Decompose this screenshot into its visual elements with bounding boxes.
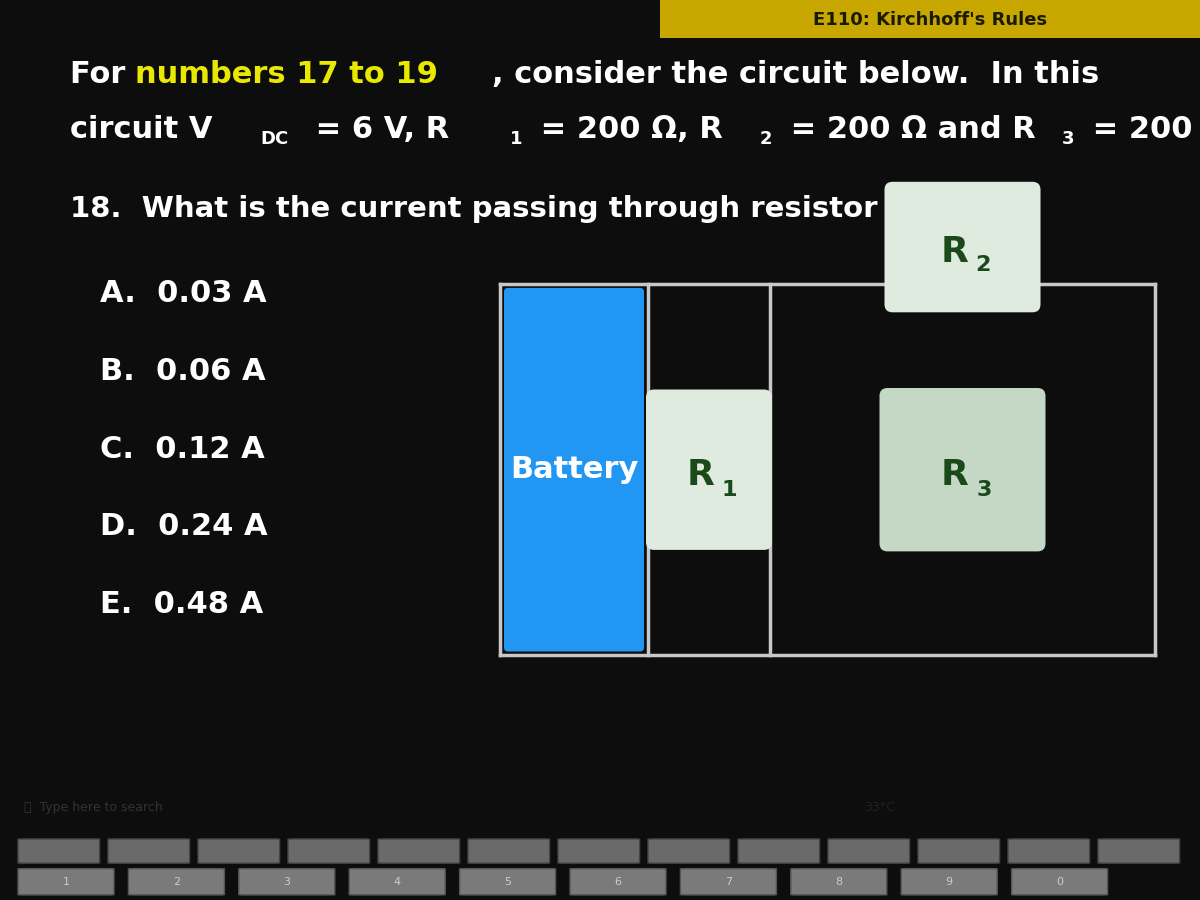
- FancyBboxPatch shape: [680, 868, 776, 895]
- Text: 6: 6: [614, 877, 622, 886]
- FancyBboxPatch shape: [1012, 868, 1108, 895]
- Text: R: R: [941, 235, 968, 269]
- FancyBboxPatch shape: [660, 0, 1200, 38]
- Text: B.  0.06 A: B. 0.06 A: [100, 357, 265, 386]
- Text: C.  0.12 A: C. 0.12 A: [100, 435, 265, 464]
- Text: = 200 Ω, R: = 200 Ω, R: [530, 115, 722, 144]
- Text: 18.  What is the current passing through resistor R: 18. What is the current passing through …: [70, 195, 910, 223]
- FancyBboxPatch shape: [239, 868, 335, 895]
- Text: 3: 3: [283, 877, 290, 886]
- Text: numbers 17 to 19: numbers 17 to 19: [134, 60, 438, 89]
- Text: 2: 2: [760, 130, 773, 148]
- Text: A.  0.03 A: A. 0.03 A: [100, 279, 266, 309]
- FancyBboxPatch shape: [198, 839, 280, 863]
- Text: For: For: [70, 60, 136, 89]
- Text: 4: 4: [394, 877, 401, 886]
- FancyBboxPatch shape: [1008, 839, 1090, 863]
- Text: Battery: Battery: [510, 455, 638, 484]
- FancyBboxPatch shape: [880, 388, 1045, 552]
- Text: 1: 1: [510, 130, 522, 148]
- FancyBboxPatch shape: [791, 868, 887, 895]
- FancyBboxPatch shape: [128, 868, 224, 895]
- FancyBboxPatch shape: [901, 868, 997, 895]
- Text: = 6 V, R: = 6 V, R: [305, 115, 449, 144]
- FancyBboxPatch shape: [738, 839, 820, 863]
- FancyBboxPatch shape: [884, 182, 1040, 312]
- FancyBboxPatch shape: [558, 839, 640, 863]
- FancyBboxPatch shape: [288, 839, 370, 863]
- FancyBboxPatch shape: [108, 839, 190, 863]
- Text: 2: 2: [974, 255, 990, 275]
- Text: E110: Kirchhoff's Rules: E110: Kirchhoff's Rules: [812, 11, 1048, 29]
- FancyBboxPatch shape: [378, 839, 460, 863]
- FancyBboxPatch shape: [828, 839, 910, 863]
- Text: 33°C: 33°C: [864, 801, 895, 814]
- Text: ⌕  Type here to search: ⌕ Type here to search: [24, 801, 163, 814]
- Text: E.  0.48 A: E. 0.48 A: [100, 590, 263, 619]
- Text: = 200 Ω and R: = 200 Ω and R: [780, 115, 1036, 144]
- Text: D.  0.24 A: D. 0.24 A: [100, 512, 268, 542]
- FancyBboxPatch shape: [18, 868, 114, 895]
- Text: R: R: [941, 458, 968, 491]
- FancyBboxPatch shape: [349, 868, 445, 895]
- Text: 3: 3: [1062, 130, 1074, 148]
- Text: 8: 8: [835, 877, 842, 886]
- FancyBboxPatch shape: [646, 390, 772, 550]
- Text: 2: 2: [173, 877, 180, 886]
- Text: 0: 0: [1056, 877, 1063, 886]
- FancyBboxPatch shape: [18, 839, 100, 863]
- Text: circuit V: circuit V: [70, 115, 212, 144]
- Text: DC: DC: [260, 130, 288, 148]
- FancyBboxPatch shape: [918, 839, 1000, 863]
- Text: R: R: [688, 458, 715, 491]
- FancyBboxPatch shape: [570, 868, 666, 895]
- Text: 3: 3: [977, 480, 992, 500]
- Text: 1: 1: [62, 877, 70, 886]
- FancyBboxPatch shape: [460, 868, 556, 895]
- Text: , consider the circuit below.  In this: , consider the circuit below. In this: [492, 60, 1099, 89]
- FancyBboxPatch shape: [504, 288, 644, 652]
- Text: 1: 1: [900, 209, 912, 227]
- FancyBboxPatch shape: [1098, 839, 1180, 863]
- Text: = 200 Ω: = 200 Ω: [1082, 115, 1200, 144]
- Text: 5: 5: [504, 877, 511, 886]
- Text: ?: ?: [916, 195, 932, 223]
- Text: 9: 9: [946, 877, 953, 886]
- FancyBboxPatch shape: [468, 839, 550, 863]
- Text: 7: 7: [725, 877, 732, 886]
- FancyBboxPatch shape: [648, 839, 730, 863]
- Text: 1: 1: [721, 480, 737, 500]
